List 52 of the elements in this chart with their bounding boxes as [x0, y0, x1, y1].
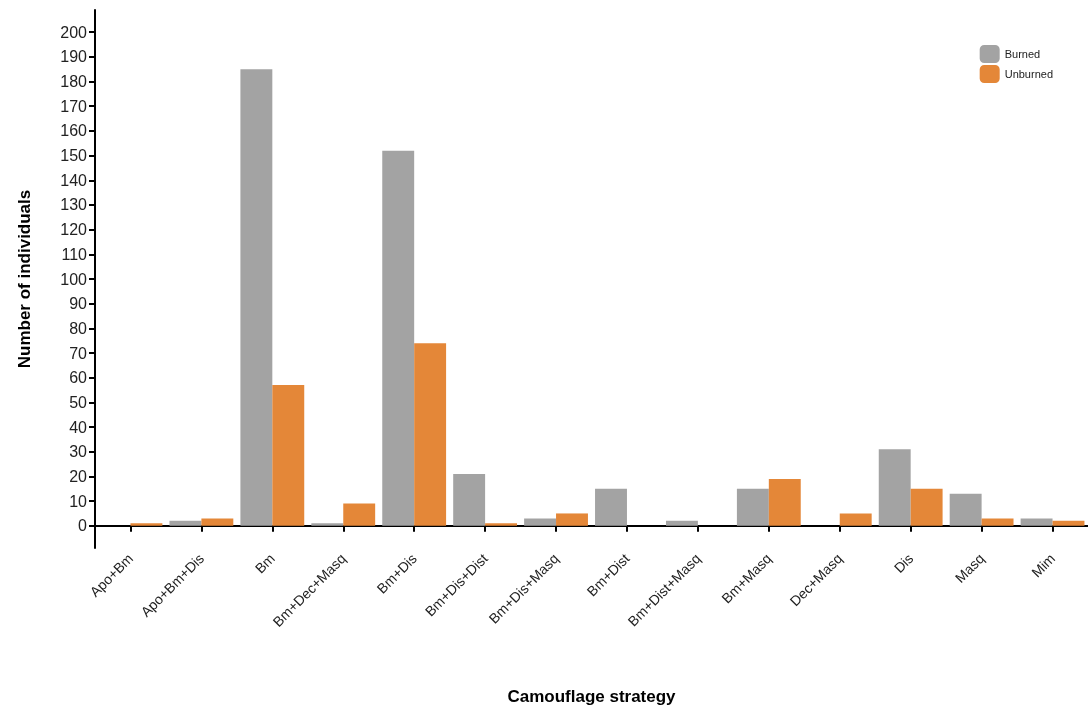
bar	[878, 449, 911, 526]
bar	[1052, 520, 1085, 526]
bar	[556, 513, 588, 526]
y-tick-label: 110	[61, 245, 88, 263]
bar	[240, 69, 273, 526]
y-tick-label: 150	[60, 147, 88, 165]
bar	[169, 520, 202, 526]
bar	[981, 518, 1014, 526]
bar	[949, 493, 982, 526]
y-tick-label: 20	[69, 467, 88, 485]
bar	[311, 523, 344, 526]
bar	[414, 343, 447, 526]
y-tick-label: 70	[69, 344, 88, 362]
bar	[201, 518, 234, 526]
bar	[910, 488, 943, 526]
bar	[382, 150, 415, 526]
bar	[595, 488, 627, 526]
y-tick-label: 120	[60, 221, 88, 239]
y-tick-label: 40	[69, 418, 88, 436]
y-axis-title: Number of individuals	[15, 189, 34, 369]
y-tick-label: 0	[78, 517, 88, 535]
bar	[485, 523, 518, 526]
y-tick-label: 90	[69, 295, 88, 313]
legend-label: Unburned	[1004, 68, 1054, 80]
y-tick-label: 170	[60, 97, 88, 115]
y-tick-label: 180	[60, 73, 88, 91]
y-tick-label: 140	[60, 171, 88, 189]
bar	[839, 513, 872, 526]
y-tick-label: 100	[60, 270, 88, 288]
y-tick-label: 80	[69, 319, 88, 337]
bar	[272, 385, 305, 526]
y-tick-label: 160	[60, 122, 88, 140]
y-tick-label: 200	[60, 23, 88, 41]
y-tick-label: 30	[69, 443, 88, 461]
bar	[453, 473, 486, 526]
y-tick-label: 10	[69, 492, 88, 510]
x-tick-label: Dis	[890, 550, 917, 576]
bar	[768, 478, 801, 526]
legend-label: Burned	[1004, 48, 1041, 60]
bar	[524, 518, 557, 526]
bar	[665, 520, 698, 526]
y-tick-label: 130	[60, 196, 88, 214]
y-tick-label: 60	[69, 369, 88, 387]
bar	[736, 488, 769, 526]
bar	[343, 503, 376, 526]
bar	[130, 523, 163, 526]
x-tick-label: Bm	[251, 550, 278, 577]
bar	[1020, 518, 1053, 526]
y-tick-label: 190	[60, 48, 88, 66]
x-axis-title: Camouflage strategy	[507, 687, 677, 706]
x-tick-label: Mim	[1028, 550, 1059, 581]
y-tick-label: 50	[69, 393, 88, 411]
